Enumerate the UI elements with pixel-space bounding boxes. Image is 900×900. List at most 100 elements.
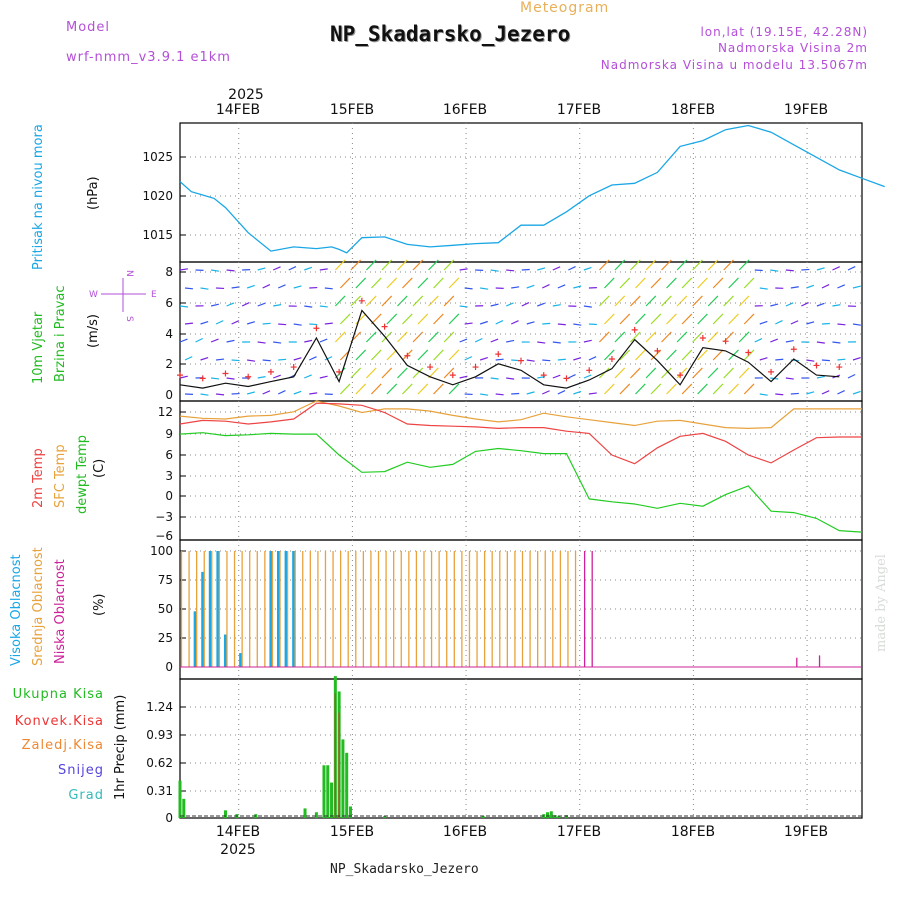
cloud-bars: [180, 551, 862, 668]
wind-vector: [277, 390, 286, 395]
wind-vector: [614, 259, 626, 271]
day-label-top-3: 17FEB: [557, 102, 601, 118]
gust-marker: [836, 364, 843, 371]
day-label-top-5: 19FEB: [784, 102, 828, 118]
wind-vector: [542, 390, 550, 395]
wind-vector: [598, 331, 610, 343]
wind-vector: [775, 320, 783, 325]
wind-vector: [386, 349, 398, 361]
wind-vector: [350, 367, 362, 379]
wind-vector: [241, 301, 250, 307]
wind-vector: [588, 392, 597, 395]
wind-vector: [433, 313, 444, 325]
wind-vector: [381, 367, 393, 379]
day-label-bottom-5: 19FEB: [784, 824, 828, 840]
wind-vector: [645, 295, 657, 307]
wind-vector: [697, 383, 708, 395]
compass-rose-icon: W E N S: [89, 270, 157, 322]
gust-marker: [563, 375, 570, 382]
wind-vector: [459, 375, 468, 379]
model-elevation-info: Nadmorska Visina u modelu 13.5067m: [600, 58, 868, 72]
temp2m-series: [179, 402, 862, 465]
day-label-bottom-0: 14FEB: [216, 824, 260, 840]
gust-marker: [427, 364, 434, 371]
wind-frame: [179, 261, 863, 402]
wind-vector: [635, 277, 646, 289]
wind-vector: [386, 383, 398, 395]
chart-subtitle: Meteogram: [520, 0, 610, 16]
wind-vector: [614, 367, 626, 379]
wind-vector: [738, 259, 750, 271]
wind-vector: [806, 321, 815, 325]
wind-vector: [350, 259, 362, 271]
wind-vector: [304, 374, 312, 379]
wind-vector: [712, 349, 724, 361]
wind-vector: [743, 313, 755, 325]
pressure-ylabel: Pritisak na nivou mora: [31, 124, 46, 270]
time-axis-top: 2025 14FEB 15FEB 16FEB 17FEB 18FEB 19FEB: [216, 87, 828, 118]
wind-vector: [603, 313, 615, 325]
wind-panel: 8 6 4 2 0 10m Vjetar Brzina i Pravac (m/…: [31, 259, 863, 402]
wind-vector: [697, 277, 708, 289]
wind-vector: [273, 304, 282, 307]
wind-vector: [526, 391, 535, 395]
wind-vector: [355, 277, 367, 289]
wind-vector: [257, 267, 266, 271]
wind-vector: [723, 367, 734, 379]
gust-marker: [722, 338, 729, 345]
wind-vector: [568, 373, 576, 379]
wind-vector: [511, 286, 520, 289]
wind-vector: [785, 377, 794, 380]
wind-vector: [381, 259, 393, 271]
wind-vector: [495, 320, 504, 325]
year-top: 2025: [228, 87, 264, 103]
wind-vector: [692, 295, 703, 307]
wind-speed-series: [179, 309, 840, 389]
gust-marker: [677, 372, 684, 379]
wind-vector: [790, 392, 799, 395]
wind-vector: [505, 302, 514, 307]
wind-vector: [537, 267, 546, 271]
pressure-series: [179, 124, 885, 254]
gust-marker: [222, 370, 229, 377]
wind-vector: [365, 259, 377, 271]
gust-marker: [495, 351, 502, 358]
wind-vectors: [179, 259, 861, 396]
wind-vector: [293, 357, 302, 361]
gust-marker: [608, 355, 615, 362]
total-precip-bar: [549, 811, 553, 818]
total-precip-bar: [330, 782, 334, 818]
pressure-panel: 1025 1020 1015 Pritisak na nivou mora (h…: [31, 122, 885, 270]
wind-vector: [759, 287, 768, 290]
wind-vector: [459, 268, 468, 271]
wind-vector: [806, 284, 815, 289]
precip-grid: [180, 679, 862, 818]
gust-marker: [177, 372, 183, 379]
high-cloud-bar: [208, 551, 212, 667]
wind-vector: [355, 383, 367, 395]
elevation-info: Nadmorska Visina 2m: [717, 41, 868, 55]
wind-vector: [728, 277, 739, 289]
wind-vector: [324, 356, 333, 361]
wind-vector: [443, 259, 455, 271]
wind-vector: [630, 259, 641, 271]
gust-marker: [745, 349, 752, 356]
gust-marker: [654, 347, 661, 354]
precip-panel: 1.24 0.93 0.62 0.31 0 Ukupna Kisa Konvek…: [13, 676, 863, 825]
temperature-panel: 12 9 6 3 0 −3 −6 2m Temp SFC Temp dewpt …: [31, 400, 863, 543]
wind-vector: [676, 367, 688, 379]
wind-tick-6: 6: [165, 296, 173, 310]
wind-vector: [324, 287, 333, 290]
wind-vector: [650, 277, 662, 289]
cloud-tick-50: 50: [158, 602, 173, 616]
wind-vector: [557, 358, 566, 361]
wind-vector: [304, 339, 313, 343]
wind-vector: [506, 377, 515, 380]
high-cloud-bar: [193, 611, 197, 667]
wind-vector: [381, 331, 393, 343]
wind-vector: [262, 359, 271, 362]
wind-vector: [339, 277, 351, 289]
wind-vector: [583, 305, 592, 308]
wind-vector: [262, 322, 271, 325]
wind-vector: [474, 337, 483, 343]
